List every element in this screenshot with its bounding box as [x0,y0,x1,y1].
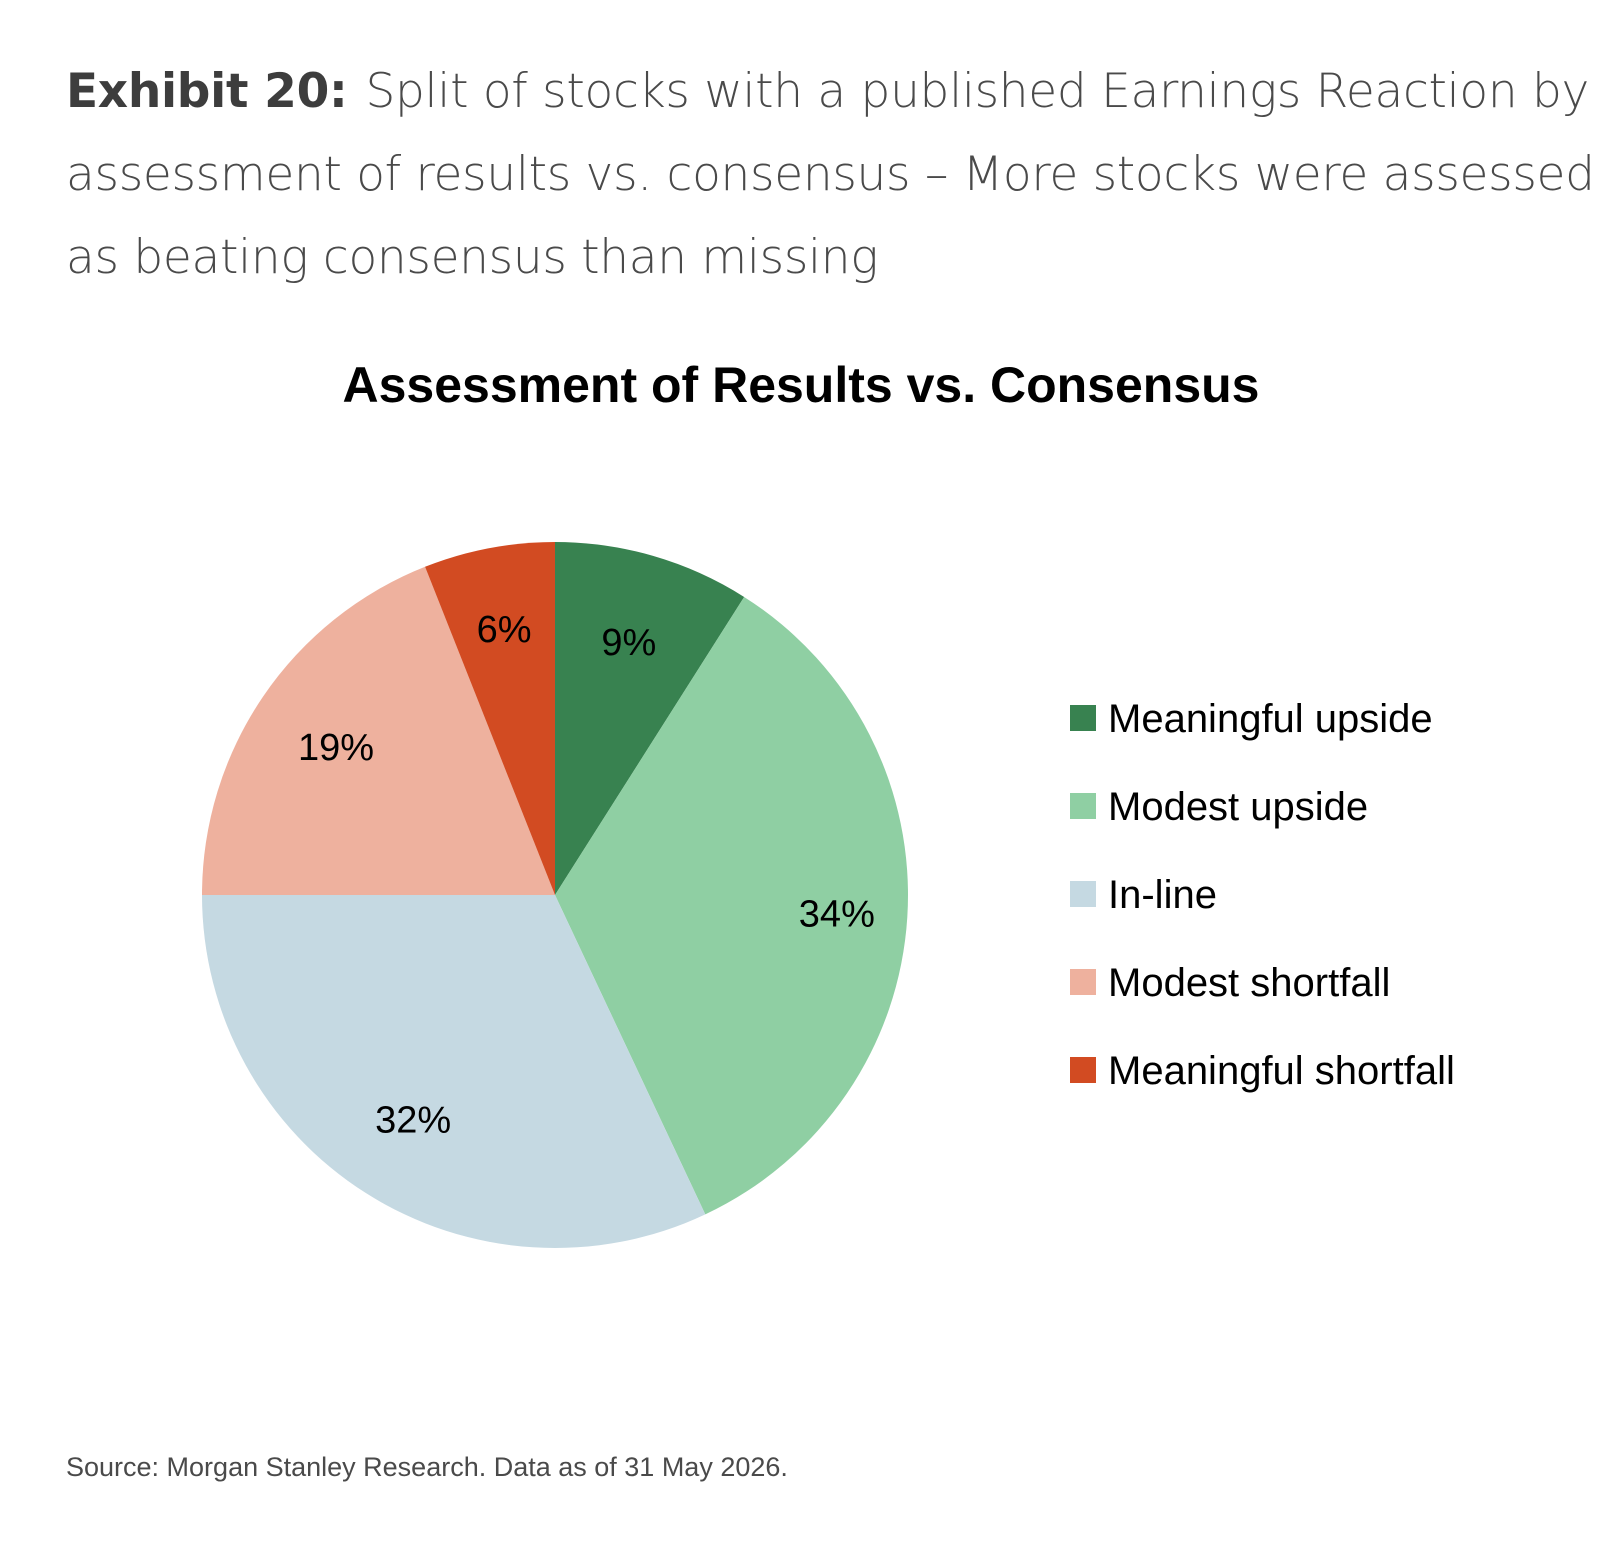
legend-label: In-line [1108,873,1217,917]
pie-chart: Assessment of Results vs. Consensus 9% 34… [202,357,1455,1248]
legend-swatch [1070,881,1096,907]
pie-slices [202,542,909,1248]
legend-label: Modest upside [1108,785,1368,829]
exhibit-caption-text: Split of stocks with a published Earning… [66,64,1595,285]
data-label: 34% [799,894,875,936]
exhibit-label: Exhibit 20: [66,64,348,119]
pie-slice-in-line [202,895,706,1248]
legend-swatch [1070,1057,1096,1083]
legend-label: Meaningful upside [1108,697,1433,741]
legend-swatch [1070,705,1096,731]
pie-slice-modest-upside [555,596,909,1215]
pie-slice-modest-shortfall [202,566,555,895]
legend: Meaningful upside Modest upside In-line Mod… [1070,697,1455,1093]
pie-slice-meaningful-upside [555,542,745,895]
data-label: 6% [477,609,532,651]
chart-title: Assessment of Results vs. Consensus [343,357,1260,413]
data-label: 19% [298,727,374,769]
legend-swatch [1070,969,1096,995]
data-label: 9% [601,622,656,664]
pie-slice-meaningful-shortfall [425,542,555,895]
chart-area: Assessment of Results vs. Consensus 9% 34… [66,320,1606,1405]
legend-label: Modest shortfall [1108,961,1390,1005]
exhibit-caption: Exhibit 20: Split of stocks with a publis… [66,50,1606,299]
legend-swatch [1070,793,1096,819]
legend-label: Meaningful shortfall [1108,1049,1455,1093]
source-note: Source: Morgan Stanley Research. Data as… [66,1452,788,1482]
pie-data-labels: 9% 34% 32% 19% 6% [298,609,875,1142]
data-label: 32% [375,1100,451,1142]
